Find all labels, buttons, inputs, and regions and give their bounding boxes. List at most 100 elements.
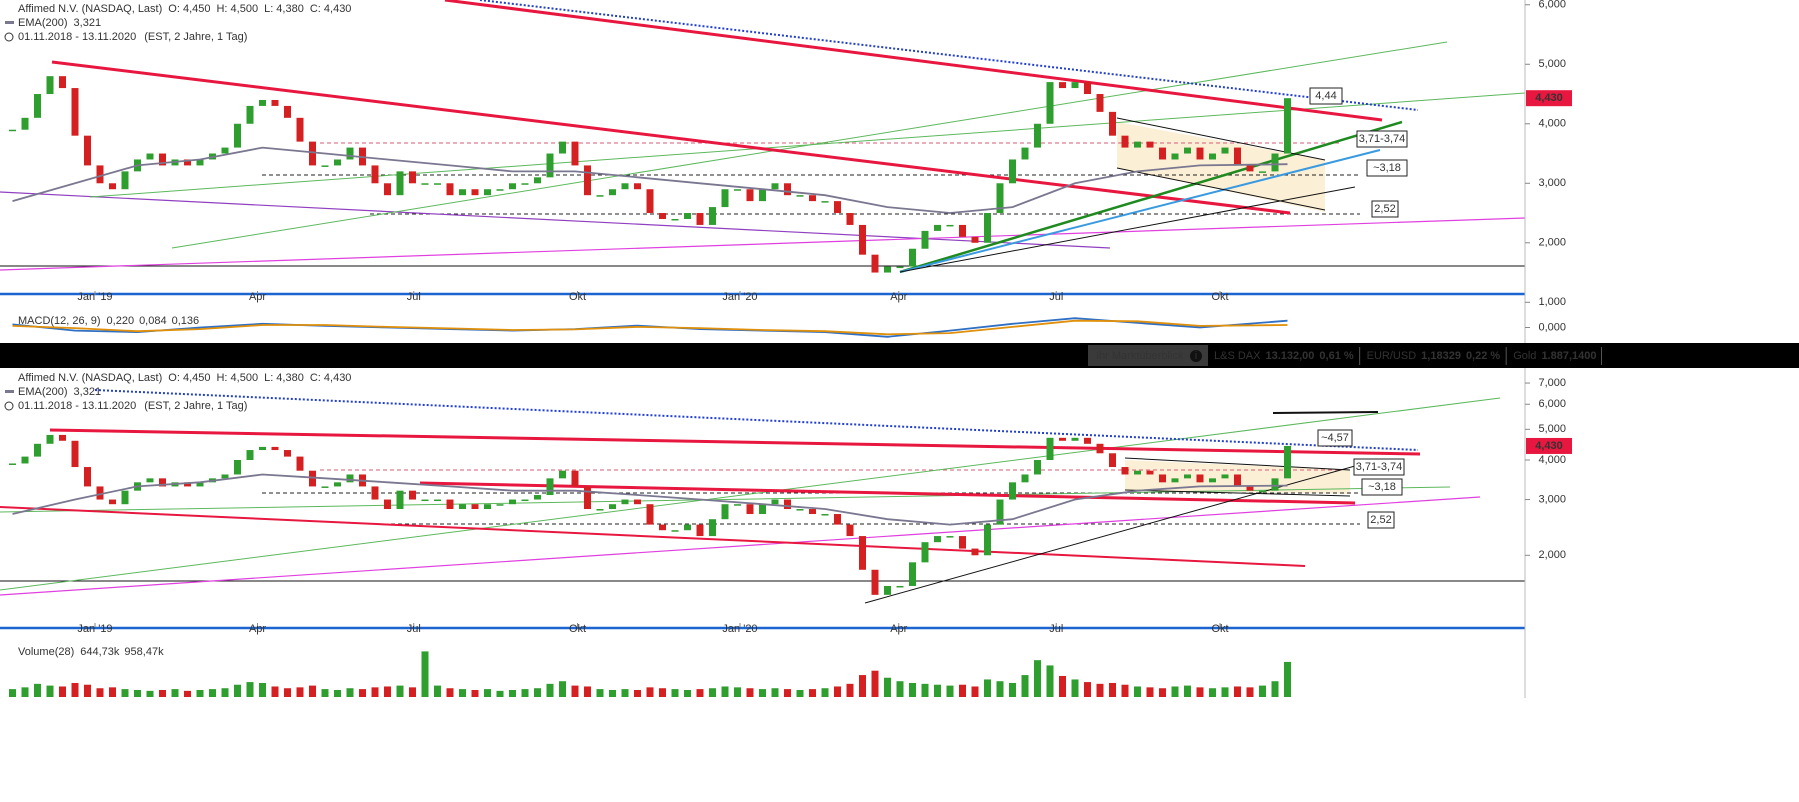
- volume-bar: [234, 684, 241, 697]
- candle: [1159, 474, 1166, 483]
- candle: [1284, 98, 1291, 154]
- candle: [696, 524, 704, 537]
- candle: [396, 171, 404, 196]
- annotation-box: [1361, 478, 1403, 496]
- candle: [509, 499, 516, 505]
- x-tick-label: Okt: [569, 623, 586, 635]
- candle: [184, 482, 191, 487]
- candle: [59, 76, 66, 89]
- volume-bar: [1159, 688, 1166, 697]
- top-drawings: [0, 0, 1526, 296]
- candle: [484, 189, 491, 196]
- candle: [646, 504, 654, 525]
- volume-bar: [109, 687, 116, 697]
- volume-bar: [421, 651, 429, 697]
- volume-bar: [884, 677, 891, 697]
- candle: [621, 499, 629, 505]
- volume-bar: [184, 690, 191, 697]
- x-tick-label: Okt: [1211, 623, 1228, 635]
- volume-bar: [96, 688, 104, 697]
- candle: [746, 189, 754, 202]
- volume-bar: [296, 687, 304, 697]
- legend-title: Affimed N.V. (NASDAQ, Last): [18, 372, 162, 384]
- candle: [259, 446, 266, 451]
- volume-bar: [21, 687, 29, 697]
- x-tick-label: Okt: [1211, 291, 1228, 303]
- x-tick-label: Apr: [890, 291, 907, 303]
- candle: [221, 147, 229, 154]
- volume-bar: [959, 684, 966, 697]
- volume-bar: [84, 684, 91, 697]
- candle: [784, 183, 791, 196]
- candle: [534, 177, 541, 184]
- candle: [1171, 478, 1179, 483]
- candle: [434, 499, 441, 502]
- candle: [384, 499, 391, 510]
- candle: [709, 207, 716, 225]
- candle: [609, 189, 616, 196]
- volume-bar: [1271, 681, 1279, 697]
- candle: [1234, 147, 1241, 166]
- candle: [459, 504, 466, 510]
- candle: [121, 171, 129, 190]
- volume-bar: [71, 682, 79, 697]
- volume-bar: [646, 687, 654, 697]
- candle: [909, 562, 916, 586]
- macd-legend-value: 0,220: [107, 315, 135, 327]
- candle: [1096, 94, 1104, 112]
- candle: [584, 165, 591, 196]
- candle: [934, 224, 941, 231]
- volume-bar: [259, 682, 266, 697]
- candle: [1196, 474, 1204, 483]
- x-tick-label: Jan '20: [722, 291, 757, 303]
- candle: [1221, 147, 1229, 154]
- candle: [96, 486, 104, 500]
- candle: [1034, 459, 1041, 475]
- x-tick-label: Jul: [407, 623, 421, 635]
- candle: [34, 94, 41, 118]
- ticker-change: 0,22 %: [1466, 350, 1500, 362]
- annotation-box: [1367, 511, 1395, 529]
- candle: [1059, 82, 1066, 89]
- annotation: 3,71-3,74: [1356, 461, 1402, 473]
- candle: [321, 486, 329, 488]
- candle: [1234, 474, 1241, 487]
- macd-title: MACD(12, 26, 9): [18, 315, 101, 327]
- volume-bar: [484, 689, 491, 697]
- volume-bar: [721, 686, 729, 697]
- legend-period-note: (EST, 2 Jahre, 1 Tag): [144, 400, 247, 412]
- volume-bar: [334, 689, 341, 697]
- candle: [271, 446, 279, 451]
- info-label: i: [1195, 350, 1197, 362]
- volume-bar: [534, 688, 541, 697]
- legend-indicator-value: 3,321: [74, 386, 102, 398]
- candle: [1146, 141, 1154, 148]
- candle: [334, 482, 341, 487]
- candle: [71, 440, 79, 468]
- last-price-box: [1526, 90, 1572, 107]
- candle: [634, 183, 641, 190]
- candle: [21, 456, 29, 464]
- candle: [496, 504, 504, 506]
- candle: [996, 183, 1004, 214]
- last-price-box: [1526, 437, 1572, 454]
- volume-bar: [409, 687, 416, 697]
- volume-bar: [1121, 684, 1129, 697]
- candle: [759, 504, 766, 515]
- candle: [796, 195, 804, 197]
- volume-bar: [396, 685, 404, 697]
- candle: [846, 524, 854, 537]
- candle: [659, 213, 666, 219]
- y-tick-label: 2,000: [1538, 549, 1566, 561]
- candle: [71, 88, 79, 136]
- volume-bar: [146, 690, 154, 697]
- last-price-label: 4,430: [1535, 92, 1563, 104]
- volume-bar: [1084, 682, 1091, 697]
- ticker-price: 1.887,1400: [1541, 350, 1596, 362]
- candle: [959, 224, 966, 237]
- candle: [984, 524, 991, 556]
- candle: [771, 499, 779, 505]
- ticker-button[interactable]: [1088, 345, 1208, 366]
- volume-bar: [434, 685, 441, 697]
- candle: [709, 519, 716, 537]
